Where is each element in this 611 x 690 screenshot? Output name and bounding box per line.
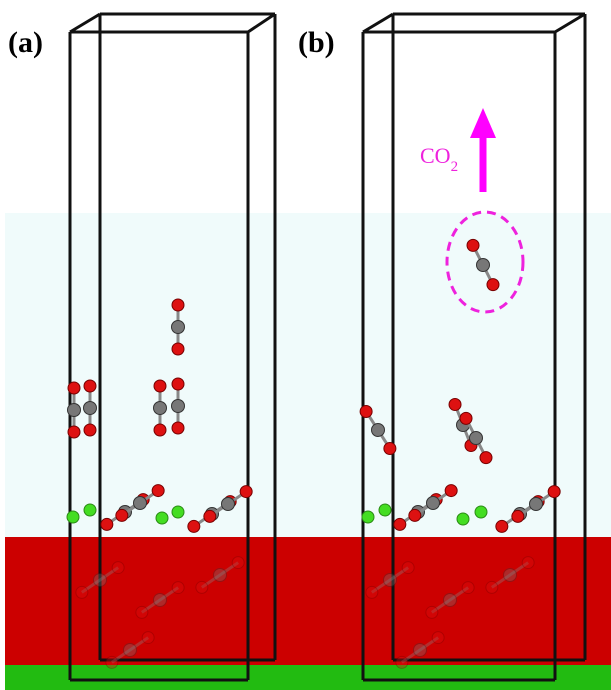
carbon xyxy=(134,497,147,510)
carbon xyxy=(372,424,385,437)
oxygen xyxy=(154,380,166,392)
cation xyxy=(457,513,469,525)
panel-label: (a) xyxy=(8,26,43,59)
arrow-head xyxy=(470,108,496,138)
oxygen xyxy=(172,343,184,355)
cation xyxy=(362,511,374,523)
oxygen xyxy=(232,557,244,569)
carbon xyxy=(154,594,167,607)
oxygen xyxy=(402,562,414,574)
oxygen xyxy=(360,405,372,417)
oxygen xyxy=(449,398,461,410)
oxygen xyxy=(152,485,164,497)
substrate xyxy=(5,665,611,690)
oxygen xyxy=(68,426,80,438)
carbon xyxy=(504,569,517,582)
oxygen xyxy=(487,279,499,291)
oxygen xyxy=(548,486,560,498)
oxygen xyxy=(366,586,378,598)
oxygen xyxy=(384,443,396,455)
oxygen xyxy=(154,424,166,436)
carbon xyxy=(172,321,185,334)
oxygen xyxy=(445,485,457,497)
carbon xyxy=(384,574,397,587)
co2-label: CO2 xyxy=(420,143,458,175)
oxygen xyxy=(426,606,438,618)
oxygen xyxy=(409,509,421,521)
oxygen xyxy=(432,632,444,644)
carbon xyxy=(414,644,427,657)
oxygen xyxy=(116,509,128,521)
oxygen xyxy=(240,486,252,498)
vacuum-region xyxy=(5,213,611,537)
cation xyxy=(84,504,96,516)
oxygen xyxy=(522,557,534,569)
oxygen xyxy=(462,582,474,594)
cation xyxy=(156,512,168,524)
cation xyxy=(475,506,487,518)
oxygen xyxy=(142,632,154,644)
carbon xyxy=(84,402,97,415)
oxygen xyxy=(112,562,124,574)
cation xyxy=(172,506,184,518)
carbon xyxy=(427,497,440,510)
oxygen xyxy=(486,581,498,593)
carbon xyxy=(94,574,107,587)
oxygen xyxy=(480,452,492,464)
carbon xyxy=(124,644,137,657)
oxygen xyxy=(188,520,200,532)
carbon xyxy=(172,400,185,413)
oxygen xyxy=(512,510,524,522)
oxygen xyxy=(460,412,472,424)
oxygen xyxy=(196,581,208,593)
oxygen xyxy=(84,424,96,436)
oxygen xyxy=(396,656,408,668)
oxygen xyxy=(101,518,113,530)
slab xyxy=(5,537,611,665)
oxygen xyxy=(172,582,184,594)
carbon xyxy=(444,594,457,607)
oxygen xyxy=(84,380,96,392)
panel-label: (b) xyxy=(298,26,335,59)
oxygen xyxy=(106,656,118,668)
carbon xyxy=(222,498,235,511)
oxygen xyxy=(172,299,184,311)
oxygen xyxy=(136,606,148,618)
oxygen xyxy=(467,239,479,251)
carbon xyxy=(214,569,227,582)
cation xyxy=(379,504,391,516)
oxygen xyxy=(172,422,184,434)
oxygen xyxy=(204,510,216,522)
carbon xyxy=(477,259,490,272)
oxygen xyxy=(496,520,508,532)
oxygen xyxy=(76,586,88,598)
carbon xyxy=(154,402,167,415)
oxygen xyxy=(68,382,80,394)
figure: CO2 (a) (b) xyxy=(0,0,611,690)
carbon xyxy=(530,498,543,511)
carbon xyxy=(68,404,81,417)
oxygen xyxy=(394,518,406,530)
oxygen xyxy=(172,378,184,390)
cation xyxy=(67,511,79,523)
carbon xyxy=(470,432,483,445)
